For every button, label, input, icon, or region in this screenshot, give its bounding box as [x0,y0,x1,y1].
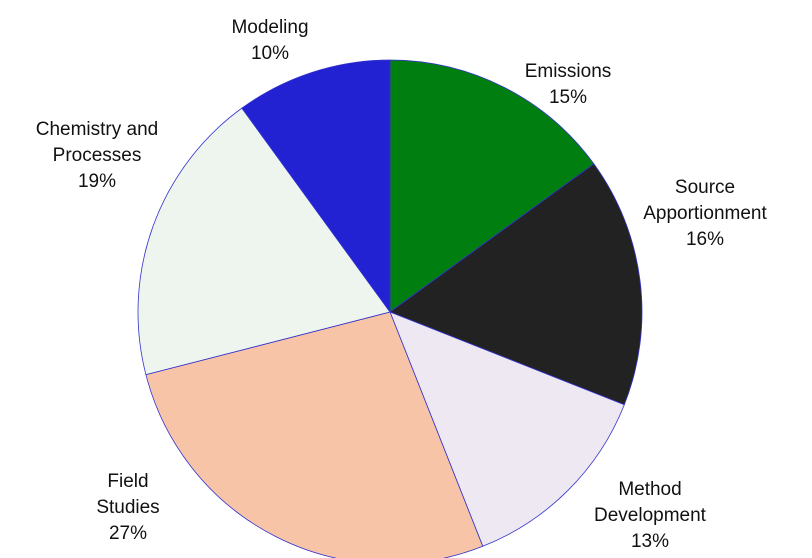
pie-slice [137,107,391,376]
percent-label: 15% [548,87,588,108]
pie-slice [145,311,484,558]
slice-label: Method Development 13% [585,477,715,555]
category-name: Method Development [594,479,706,526]
percent-label: 19% [77,171,117,192]
category-name: Chemistry and Processes [35,119,159,166]
pie-slice [389,59,595,313]
category-name: Field Studies [96,471,160,518]
slice-label: Source Apportionment 16% [630,175,780,253]
category-name: Source Apportionment [643,177,767,224]
pie-slice [241,59,391,314]
percent-label: 27% [108,523,148,544]
category-name: Modeling [231,17,309,38]
slice-label: Modeling 10% [170,15,370,67]
slice-label: Field Studies 27% [93,469,163,547]
percent-label: 10% [250,43,290,64]
slice-label: Chemistry and Processes 19% [17,117,177,195]
percent-label: 16% [685,229,725,250]
percent-label: 13% [630,531,670,552]
category-name: Emissions [524,61,612,82]
pie-slice [389,311,625,547]
slice-label: Emissions 15% [468,59,668,111]
pie-slice [389,163,643,406]
